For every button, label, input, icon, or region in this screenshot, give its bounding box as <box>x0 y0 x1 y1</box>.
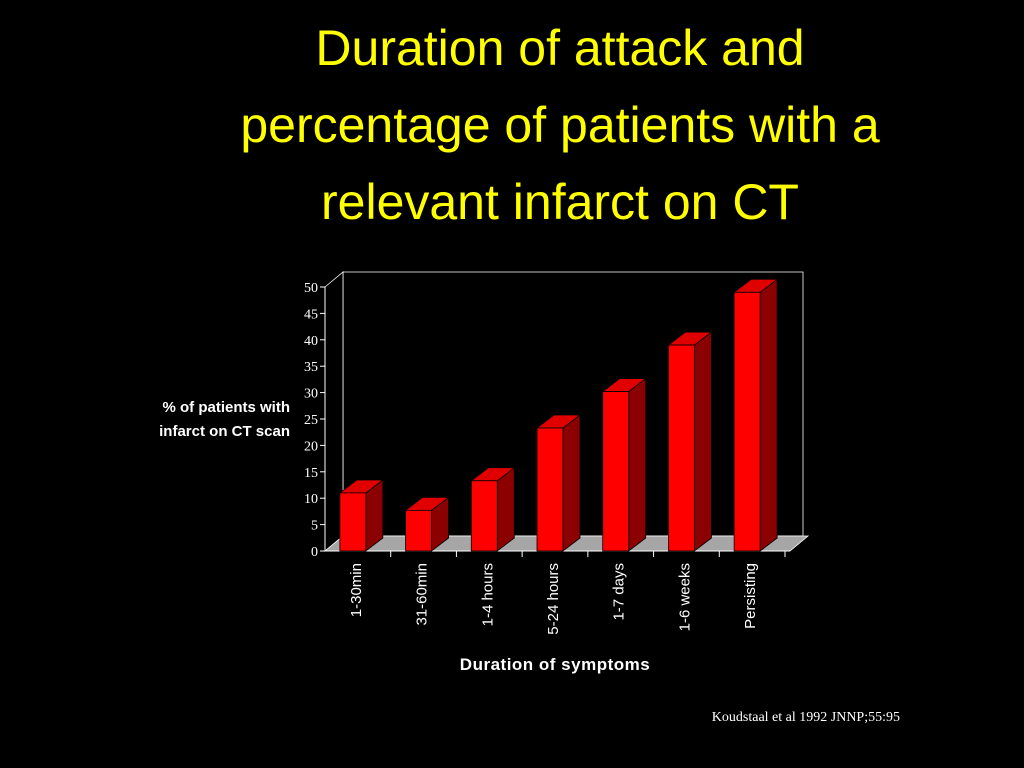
bar-side-Persisting <box>759 278 778 552</box>
y-tick-label: 40 <box>304 334 318 349</box>
y-tick-label: 50 <box>304 281 318 296</box>
bar-side-5-24 hours <box>562 414 581 552</box>
x-tick-label: 1-7 days <box>611 563 628 621</box>
x-tick-label: 1-4 hours <box>479 563 496 626</box>
y-axis-label: % of patients with infarct on CT scan <box>120 396 290 444</box>
x-tick-label: 31-60min <box>414 563 431 626</box>
bar-Persisting <box>733 291 761 552</box>
y-tick-label: 10 <box>304 492 318 507</box>
y-tick-label: 35 <box>304 360 318 375</box>
x-tick-label: 1-6 weeks <box>676 563 693 631</box>
bar-side-1-6 weeks <box>694 331 712 552</box>
y-tick-label: 20 <box>304 439 318 454</box>
slide-title: Duration of attack and percentage of pat… <box>120 10 1000 241</box>
bar-1-7 days <box>602 391 630 552</box>
bar-31-60min <box>405 509 432 552</box>
x-tick-label: 1-30min <box>348 563 365 617</box>
y-tick-label: 15 <box>304 466 318 481</box>
bar-1-6 weeks <box>668 344 695 552</box>
y-tick-label: 5 <box>311 519 318 534</box>
bar-side-1-7 days <box>628 377 647 552</box>
bar-5-24 hours <box>536 427 564 552</box>
y-tick-label: 30 <box>304 387 318 402</box>
bar-1-30min <box>339 492 367 552</box>
y-tick-label: 45 <box>304 307 318 322</box>
y-tick-label: 25 <box>304 413 318 428</box>
bar-side-1-4 hours <box>496 466 515 552</box>
x-tick-label: Persisting <box>742 563 759 629</box>
y-axis-label-line-1: % of patients with <box>162 399 291 416</box>
y-axis-label-line-2: infarct on CT scan <box>159 423 290 440</box>
bar-1-4 hours <box>470 480 498 552</box>
title-line-2: percentage of patients with a <box>240 97 880 153</box>
x-tick-label: 5-24 hours <box>545 563 562 635</box>
title-line-3: relevant infarct on CT <box>321 174 799 230</box>
x-axis-label: Duration of symptoms <box>459 655 651 674</box>
citation: Koudstaal et al 1992 JNNP;55:95 <box>711 710 900 725</box>
y-tick-label: 0 <box>311 545 318 560</box>
title-line-1: Duration of attack and <box>315 20 805 76</box>
